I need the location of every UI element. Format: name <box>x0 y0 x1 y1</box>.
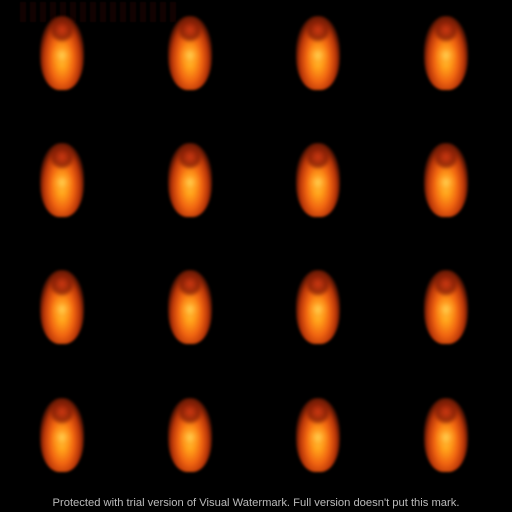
glow-blob-core <box>40 270 84 344</box>
glow-blob-core <box>168 143 212 217</box>
glow-blob <box>40 16 84 90</box>
glow-blob <box>424 16 468 90</box>
glow-blob <box>424 270 468 344</box>
glow-blob <box>40 143 84 217</box>
glow-blob <box>296 16 340 90</box>
glow-blob <box>296 270 340 344</box>
glow-blob <box>296 143 340 217</box>
glow-blob-core <box>168 270 212 344</box>
glow-blob <box>424 143 468 217</box>
glow-blob <box>40 398 84 472</box>
glow-blob <box>40 270 84 344</box>
glow-blob-core <box>424 143 468 217</box>
glow-blob <box>168 16 212 90</box>
glow-blob <box>168 143 212 217</box>
watermark-text: Protected with trial version of Visual W… <box>52 497 460 509</box>
glow-blob-core <box>424 16 468 90</box>
glow-blob-core <box>168 16 212 90</box>
glow-blob-core <box>168 398 212 472</box>
glow-blob-core <box>424 270 468 344</box>
glow-blob <box>424 398 468 472</box>
glow-blob-core <box>40 398 84 472</box>
glow-blob-core <box>40 16 84 90</box>
glow-blob-core <box>424 398 468 472</box>
glow-blob <box>168 398 212 472</box>
glow-blob-core <box>40 143 84 217</box>
glow-blob-core <box>296 398 340 472</box>
glow-blob-core <box>296 143 340 217</box>
glow-blob <box>168 270 212 344</box>
glow-blob <box>296 398 340 472</box>
glow-blob-core <box>296 270 340 344</box>
glow-blob-core <box>296 16 340 90</box>
